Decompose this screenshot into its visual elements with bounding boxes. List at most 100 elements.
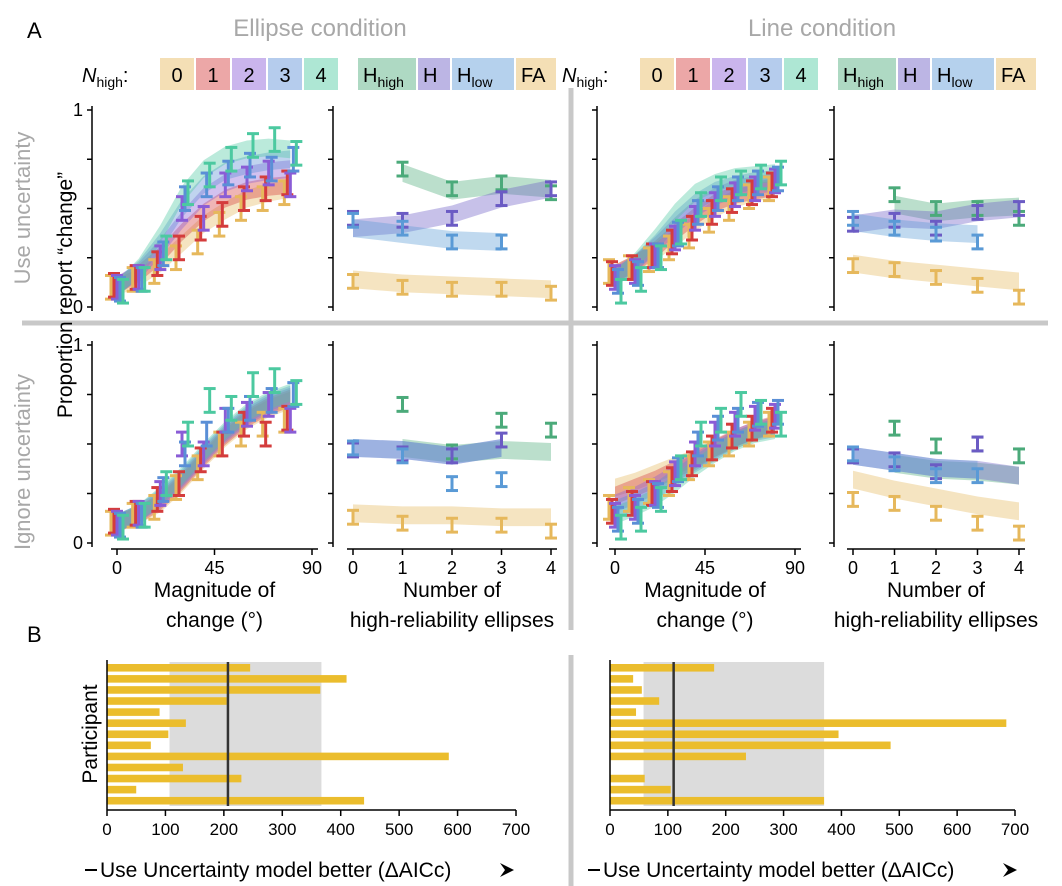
data-point-H_high — [930, 437, 942, 455]
data-point-4 — [755, 398, 767, 426]
x-tick-label-0: 0 — [848, 558, 858, 578]
data-point-H_high — [888, 186, 901, 204]
data-point-FA — [1013, 524, 1025, 542]
data-point-H — [545, 180, 557, 198]
data-point-4 — [203, 387, 216, 414]
data-point-FA — [495, 516, 508, 534]
data-point-4 — [268, 126, 281, 153]
legend-n-swatch-0 — [160, 58, 194, 90]
legend-rate-swatch-0 — [838, 58, 896, 90]
bar-axis-arrow — [500, 863, 514, 877]
legend-rate-sub-2: low — [951, 74, 973, 90]
legend-rate-swatch-2 — [452, 58, 514, 90]
data-point-H — [1013, 200, 1025, 217]
data-point-4 — [715, 406, 727, 434]
x-tick-label-3: 3 — [496, 558, 506, 578]
data-point-H_low — [888, 455, 901, 473]
legend-rate-swatch-2 — [932, 58, 994, 90]
legend-rate-label-0: Hhigh — [363, 65, 404, 90]
participant-bar — [107, 730, 169, 739]
x-tick-label-90: 90 — [785, 558, 805, 578]
panel-line_ignore_magnitude: 0 45 90 Magnitude of change (°) — [592, 341, 805, 632]
legend-n-label-2: 2 — [243, 65, 254, 87]
legend-n-label-1: 1 — [207, 65, 218, 87]
data-point-4 — [775, 159, 787, 187]
model-band-H_low — [353, 219, 502, 251]
bar-x-tick-label-500: 500 — [385, 820, 413, 839]
data-point-4 — [117, 513, 129, 541]
data-point-H_high — [495, 174, 508, 192]
legend-n-prefix-sub: high — [96, 74, 122, 90]
panel-ellipse_use_magnitude: 01 — [73, 100, 303, 317]
data-point-H — [446, 209, 458, 227]
data-point-FA — [930, 269, 942, 286]
x-tick-label-45: 45 — [695, 558, 715, 578]
data-point-4 — [160, 234, 173, 262]
data-point-H_low — [495, 233, 508, 251]
bar-y-axis-label: Participant — [79, 684, 102, 783]
x-tick-label-2: 2 — [447, 558, 457, 578]
y-tick-label-1: 1 — [73, 335, 83, 355]
x-tick-label-3: 3 — [972, 558, 982, 578]
data-point-H — [971, 204, 984, 221]
data-point-H_low — [971, 233, 984, 251]
x-axis-label-line2: high-reliability ellipses — [834, 609, 1038, 632]
data-point-FA — [847, 491, 859, 508]
model-band-H_low — [853, 213, 978, 243]
data-point-4 — [695, 420, 707, 448]
data-point-H_low — [495, 471, 508, 489]
data-point-H — [446, 447, 458, 465]
data-point-1 — [173, 470, 185, 497]
participant-bar — [107, 796, 365, 805]
legend-rate-swatch-1 — [418, 58, 450, 90]
bar-x-tick-label-600: 600 — [943, 820, 971, 839]
data-point-4 — [715, 175, 727, 203]
data-point-4 — [247, 371, 259, 398]
data-point-H_high — [930, 200, 942, 217]
legend-n-prefix-main: N — [562, 65, 577, 87]
legend-n-swatch-4 — [304, 58, 338, 90]
data-point-H_high — [396, 160, 409, 178]
legend-n-swatch-1 — [676, 58, 710, 90]
bar-x-tick-label-700: 700 — [1001, 820, 1029, 839]
legend-n-label-1: 1 — [687, 65, 698, 87]
x-tick-label-0: 0 — [112, 558, 122, 578]
x-tick-label-2: 2 — [931, 558, 941, 578]
data-point-FA — [888, 494, 901, 512]
legend-n-label-2: 2 — [723, 65, 734, 87]
bar-x-tick-label-400: 400 — [827, 820, 855, 839]
participant-bar — [610, 719, 1007, 727]
ellipse-condition-title: Ellipse condition — [233, 15, 406, 42]
bar-x-tick-label-500: 500 — [885, 820, 913, 839]
shared-y-axis-label: Proportion report “change” — [54, 172, 77, 418]
legend-rate-main-2: H — [457, 65, 471, 87]
legend-rate-swatch-3 — [516, 58, 556, 90]
data-point-FA — [888, 261, 901, 278]
model-band-H_high — [894, 454, 1019, 485]
data-point-H_low — [930, 467, 942, 485]
bar-x-tick-label-700: 700 — [502, 820, 530, 839]
x-axis-label-line1: Magnitude of — [644, 579, 766, 602]
legend-rate-main-3: FA — [1001, 65, 1026, 87]
panel-letter-a: A — [27, 18, 42, 43]
legend-n-label-3: 3 — [279, 65, 290, 87]
legend-left: Nhigh: 0 1 2 3 4 Hhigh H Hlow FA — [82, 58, 556, 90]
data-point-4 — [268, 367, 281, 395]
data-point-H_low — [847, 209, 859, 227]
data-point-2 — [284, 406, 297, 434]
legend-rate-main-2: H — [937, 65, 951, 87]
legend-n-prefix-colon: : — [603, 65, 609, 87]
data-point-FA — [396, 278, 409, 296]
model-band-FA — [853, 470, 1019, 521]
data-point-4 — [138, 266, 151, 293]
participant-bar — [610, 730, 839, 739]
data-point-4 — [775, 410, 787, 438]
participant-bar — [610, 686, 642, 694]
legend-rate-swatch-0 — [358, 58, 416, 90]
participant-bar — [610, 741, 891, 750]
legend-n-swatch-0 — [640, 58, 674, 90]
participant-bar — [610, 697, 660, 705]
panel-line_use_magnitude — [592, 106, 787, 311]
participant-bar — [107, 774, 242, 783]
